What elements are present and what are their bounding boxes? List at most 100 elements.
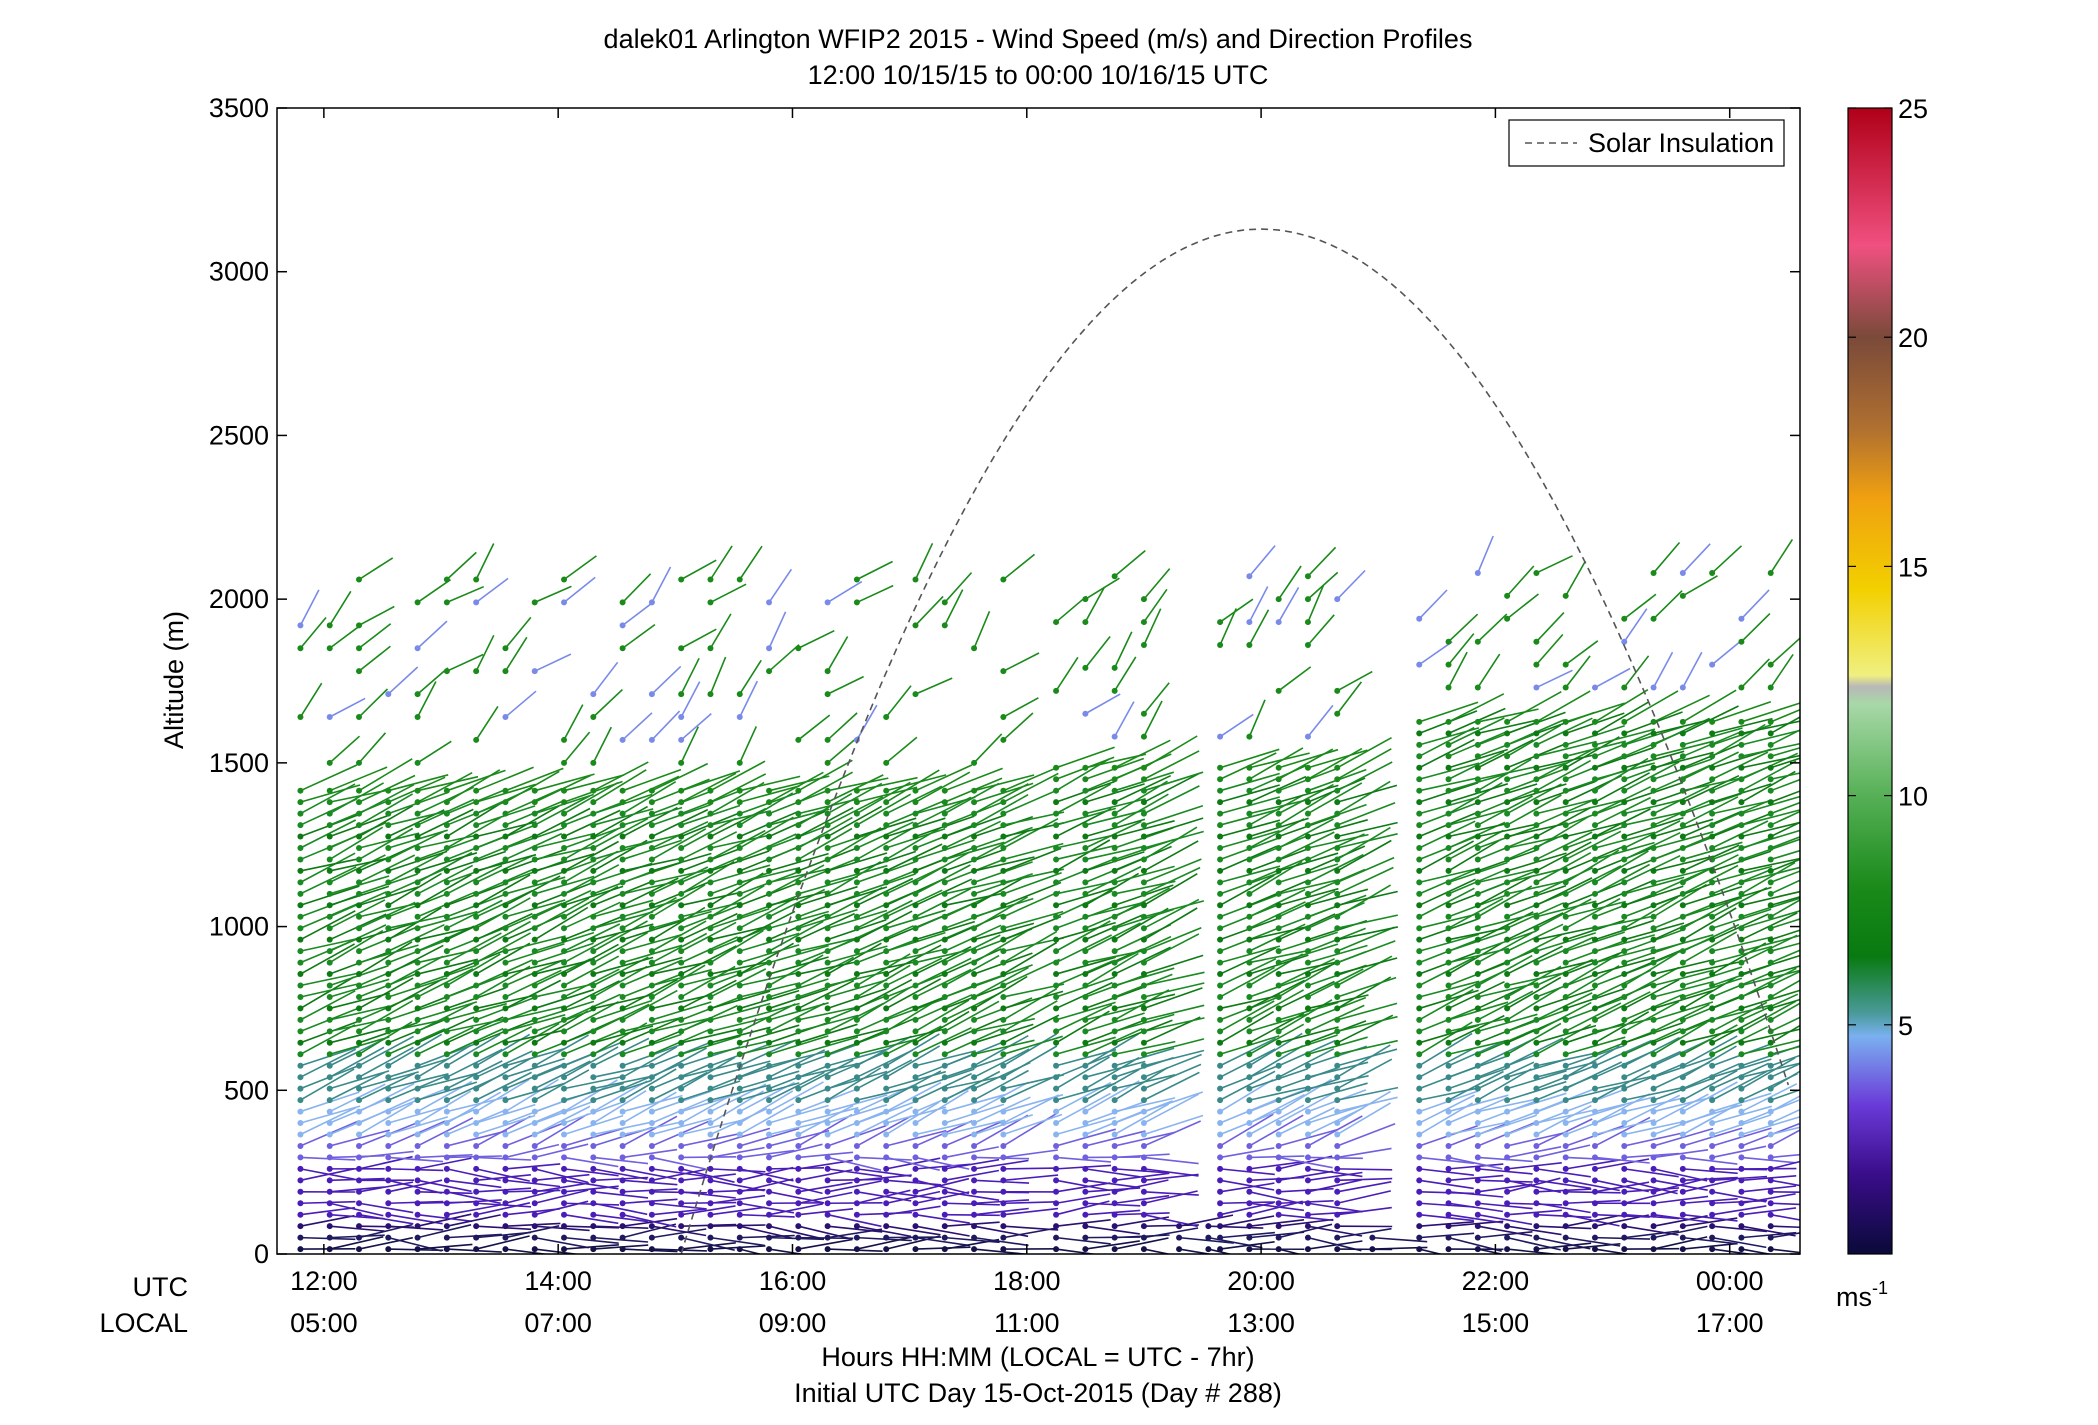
wind-barb-dot xyxy=(912,1165,919,1172)
wind-barb xyxy=(1219,1078,1274,1113)
wind-barb-dot xyxy=(414,993,421,1000)
wind-barb-dot xyxy=(385,890,392,897)
wind-barb-dot xyxy=(1053,1154,1060,1161)
wind-barb-dot xyxy=(648,1177,655,1184)
wind-barb-dot xyxy=(1562,799,1569,806)
wind-barb xyxy=(651,828,707,861)
wind-barb-dot xyxy=(1621,741,1628,748)
wind-barb-dot xyxy=(1416,1211,1423,1218)
wind-barb-dot xyxy=(1140,890,1147,897)
wind-barb-dot xyxy=(1140,959,1147,966)
wind-barb xyxy=(1055,1048,1117,1067)
wind-barb-dot xyxy=(1445,959,1452,966)
wind-barb xyxy=(1653,934,1714,952)
wind-barb-dot xyxy=(590,1028,597,1035)
wind-barb xyxy=(1448,829,1504,861)
wind-barb xyxy=(417,1117,474,1147)
wind-barb-dot xyxy=(1000,1051,1007,1058)
wind-barb-dot xyxy=(707,925,714,932)
wind-barb-dot xyxy=(1767,844,1774,851)
wind-barb xyxy=(1653,1096,1714,1113)
wind-barb xyxy=(1448,808,1509,826)
wind-barb-dot xyxy=(1140,733,1147,740)
wind-barb-dot xyxy=(1709,753,1716,760)
wind-barb-dot xyxy=(707,1177,714,1184)
wind-barb-dot xyxy=(561,948,568,955)
wind-barb xyxy=(1085,845,1147,861)
wind-barb-dot xyxy=(473,913,480,920)
wind-barb-dot xyxy=(736,1165,743,1172)
wind-barb-dot xyxy=(1275,1074,1282,1081)
x-tick-label-local: 07:00 xyxy=(524,1308,592,1338)
wind-barb-dot xyxy=(1533,1016,1540,1023)
wind-barb xyxy=(1336,940,1396,964)
wind-barb-dot xyxy=(1504,971,1511,978)
wind-barb-dot xyxy=(502,1005,509,1012)
x-axis-ticks: 12:0005:0014:0007:0016:0009:0018:0011:00… xyxy=(290,108,1763,1338)
wind-barb-dot xyxy=(590,1234,597,1241)
wind-barb-dot xyxy=(883,1005,890,1012)
wind-barb-dot xyxy=(1334,948,1341,955)
wind-barb xyxy=(592,689,623,718)
wind-barb-dot xyxy=(531,1142,538,1149)
wind-barb xyxy=(1624,876,1685,895)
wind-barb-dot xyxy=(1709,1234,1716,1241)
wind-barb xyxy=(622,1046,678,1078)
wind-barb-dot xyxy=(326,787,333,794)
wind-barb xyxy=(1448,942,1503,975)
wind-barb-dot xyxy=(1533,1188,1540,1195)
wind-barb-dot xyxy=(326,1246,333,1253)
wind-barb-dot xyxy=(356,1223,363,1230)
wind-barb-dot xyxy=(1334,890,1341,897)
wind-barb-dot xyxy=(1140,1062,1147,1069)
wind-barb xyxy=(1653,883,1707,918)
wind-barb xyxy=(1594,934,1656,952)
wind-barb xyxy=(739,897,795,929)
wind-barb-dot xyxy=(648,1131,655,1138)
wind-barb-dot xyxy=(1767,1246,1774,1253)
wind-barb-dot xyxy=(385,879,392,886)
wind-barb-dot xyxy=(1304,1131,1311,1138)
wind-barb-dot xyxy=(1053,913,1060,920)
wind-barb-dot xyxy=(590,1108,597,1115)
wind-barb-dot xyxy=(766,844,773,851)
wind-barb-dot xyxy=(1217,925,1224,932)
wind-barb-dot xyxy=(1416,844,1423,851)
wind-barb-dot xyxy=(1562,971,1569,978)
wind-barb-dot xyxy=(1140,1154,1147,1161)
wind-barb xyxy=(651,1228,707,1239)
wind-barb-dot xyxy=(1767,776,1774,783)
wind-barb-dot xyxy=(1445,1154,1452,1161)
wind-barb xyxy=(1711,945,1773,964)
wind-barb-dot xyxy=(473,1005,480,1012)
wind-barb-dot xyxy=(1474,1131,1481,1138)
wind-barb-dot xyxy=(356,833,363,840)
wind-barb xyxy=(475,766,534,792)
wind-barb-dot xyxy=(1000,971,1007,978)
wind-barb-dot xyxy=(502,902,509,909)
wind-barb-dot xyxy=(1767,959,1774,966)
wind-barb-dot xyxy=(1445,925,1452,932)
wind-barb-dot xyxy=(502,1234,509,1241)
wind-barb xyxy=(1770,1179,1800,1187)
wind-barb-dot xyxy=(1416,661,1423,668)
wind-barb-dot xyxy=(766,982,773,989)
wind-barb-dot xyxy=(1000,1005,1007,1012)
wind-barb-dot xyxy=(1562,1028,1569,1035)
wind-barb-dot xyxy=(1140,1177,1147,1184)
wind-barb-dot xyxy=(1474,982,1481,989)
wind-barb-dot xyxy=(1275,1223,1282,1230)
wind-barb-dot xyxy=(1246,1120,1253,1127)
wind-barb-dot xyxy=(1445,1246,1452,1253)
wind-barb xyxy=(1143,817,1204,838)
wind-barb-dot xyxy=(590,948,597,955)
wind-barb-dot xyxy=(1679,764,1686,771)
wind-barb-dot xyxy=(619,799,626,806)
wind-barb-dot xyxy=(795,1062,802,1069)
wind-barb-dot xyxy=(1562,879,1569,886)
wind-barb xyxy=(1143,1038,1205,1056)
wind-barb-dot xyxy=(1650,982,1657,989)
wind-barb xyxy=(827,782,883,815)
wind-barb xyxy=(1770,1129,1800,1147)
wind-barb xyxy=(388,1073,449,1090)
